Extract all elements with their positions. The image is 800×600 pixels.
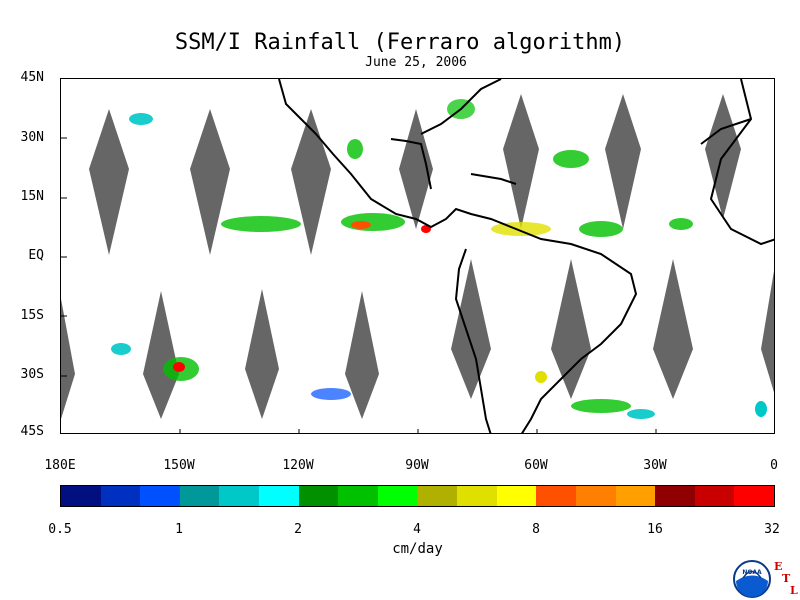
map-date: June 25, 2006 [365,55,467,70]
colorbar-segment [734,486,774,506]
lon-label-90w: 90W [405,458,429,473]
colorbar-segment [615,486,656,506]
colorbar-tick-8: 8 [532,522,540,537]
colorbar-segment [575,486,616,506]
colorbar-segment [377,486,418,506]
lat-label-45n: 45N [20,70,44,85]
noaa-badge-text: NOAA [742,569,762,576]
colorbar-segment [179,486,220,506]
colorbar-segment [655,486,695,506]
lon-label-120w: 120W [282,458,314,473]
lon-label-180e: 180E [44,458,76,473]
colorbar-segment [100,486,141,506]
colorbar-segment [259,486,299,506]
colorbar-units: cm/day [392,541,443,557]
grid-ticks [61,137,657,433]
etl-letter-l: L [790,584,798,597]
colorbar-tick-32: 32 [764,522,780,537]
lat-label-30n: 30N [20,130,44,145]
colorbar-segment [536,486,576,506]
lat-label-45s: 45S [20,424,44,439]
lon-label-150w: 150W [163,458,195,473]
colorbar-tick-1: 1 [175,522,183,537]
lon-label-60w: 60W [524,458,548,473]
lat-label-15s: 15S [20,308,44,323]
colorbar-segment [219,486,260,506]
map-title: SSM/I Rainfall (Ferraro algorithm) [174,30,626,55]
colorbar [60,485,775,507]
colorbar-segment [140,486,180,506]
colorbar-tick-16: 16 [647,522,663,537]
colorbar-tick-4: 4 [413,522,421,537]
etl-letter-e: E [774,560,783,573]
colorbar-segment [496,486,537,506]
lon-label-0: 0 [770,458,778,473]
lon-label-30w: 30W [643,458,667,473]
colorbar-tick-2: 2 [294,522,302,537]
colorbar-segment [338,486,378,506]
coastlines [278,79,774,433]
etl-letter-t: T [782,572,791,585]
colorbar-segment [457,486,497,506]
colorbar-segment [61,486,101,506]
colorbar-segment [694,486,735,506]
rainfall-map [60,78,775,434]
colorbar-segment [298,486,339,506]
lat-label-30s: 30S [20,367,44,382]
colorbar-segment [417,486,458,506]
swath-gaps [61,94,774,419]
colorbar-tick-0-5: 0.5 [48,522,72,537]
noaa-logo: NOAA [733,560,771,598]
lat-label-eq: EQ [28,248,44,263]
lat-label-15n: 15N [20,189,44,204]
